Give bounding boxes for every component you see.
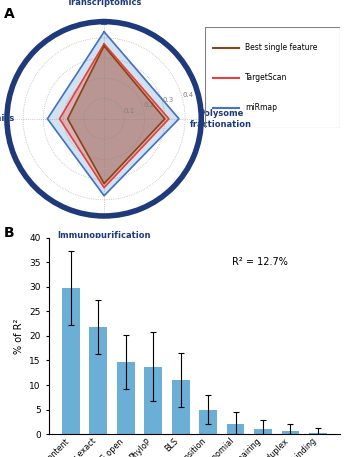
Bar xyxy=(309,433,327,434)
Bar xyxy=(254,429,272,434)
Bar xyxy=(281,431,299,434)
Polygon shape xyxy=(68,46,165,184)
Text: miRmap: miRmap xyxy=(245,103,277,112)
Text: B: B xyxy=(3,226,14,240)
Bar xyxy=(144,367,162,434)
Y-axis label: % of R²: % of R² xyxy=(14,318,24,354)
Text: A: A xyxy=(3,7,14,21)
Text: Best single feature: Best single feature xyxy=(245,43,318,52)
Bar xyxy=(117,362,135,434)
Bar xyxy=(172,380,189,434)
Bar xyxy=(227,424,244,434)
Text: R² = 12.7%: R² = 12.7% xyxy=(232,257,288,267)
Text: TargetScan: TargetScan xyxy=(245,73,288,82)
Bar xyxy=(62,288,80,434)
Bar xyxy=(199,409,217,434)
Polygon shape xyxy=(60,44,169,188)
Polygon shape xyxy=(48,32,179,196)
Bar xyxy=(89,327,107,434)
